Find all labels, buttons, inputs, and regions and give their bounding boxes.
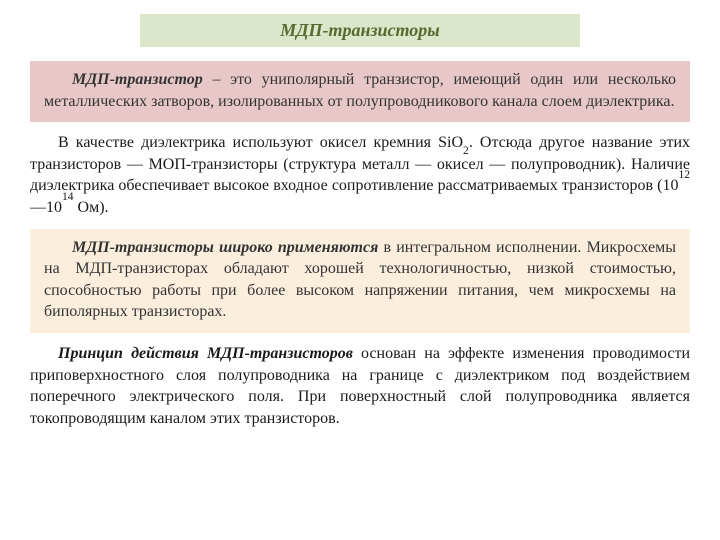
paragraph-principle: Принцип действия МДП-транзисторов основа… <box>30 343 690 429</box>
p1-sub1: 2 <box>463 145 469 157</box>
definition-lead: МДП-транзистор <box>72 71 203 88</box>
paragraph-dielectric: В качестве диэлектрика используют окисел… <box>30 132 690 218</box>
p1-sup1: 12 <box>678 169 690 181</box>
p1-post: Ом). <box>74 199 109 216</box>
slide-title: МДП-транзисторы <box>140 14 580 47</box>
slide-page: МДП-транзисторы МДП-транзистор – это уни… <box>0 0 720 540</box>
application-lead: МДП-транзисторы широко применяются <box>72 239 378 256</box>
definition-box: МДП-транзистор – это униполярный транзис… <box>30 61 690 122</box>
p1-mid2: —10 <box>30 199 62 216</box>
application-box: МДП-транзисторы широко применяются в инт… <box>30 229 690 333</box>
p1-sup2: 14 <box>62 191 74 203</box>
principle-lead: Принцип действия МДП-транзисторов <box>58 345 353 362</box>
p1-pre: В качестве диэлектрика используют окисел… <box>58 134 463 151</box>
